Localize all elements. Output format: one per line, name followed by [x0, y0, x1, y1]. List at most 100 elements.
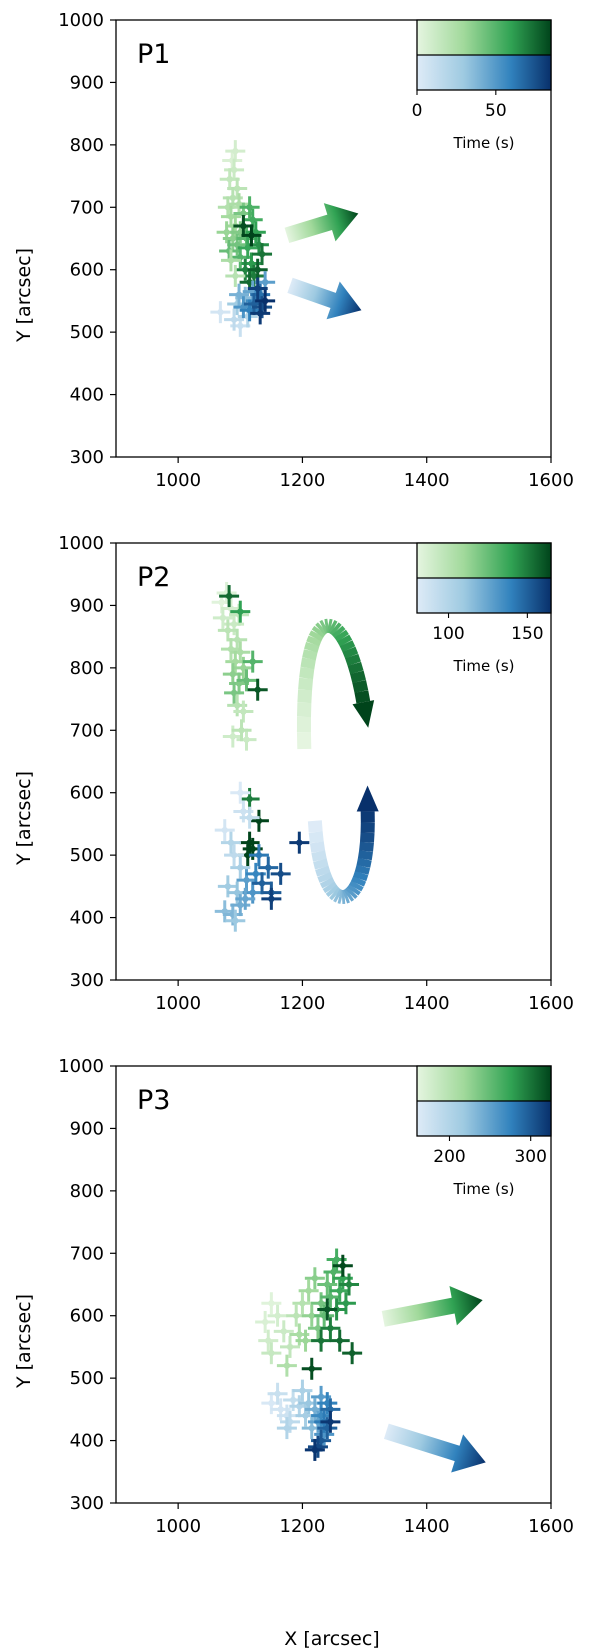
y-tick-label: 700: [70, 1243, 104, 1264]
green-arc-segment: [308, 630, 324, 642]
green-arc-segment: [319, 619, 329, 634]
green-data-point: [229, 193, 250, 216]
y-tick-label: 400: [70, 908, 104, 929]
colorbar: 100 150 Time (s): [416, 542, 552, 675]
blue-data-point: [224, 308, 245, 331]
panel-p1: 1000 1200 1400 1600300400500600700800900100…: [13, 10, 574, 491]
blue-data-point: [261, 887, 282, 910]
x-tick-label: 1200: [280, 1516, 326, 1537]
y-tick-label: 1000: [58, 533, 104, 554]
green-data-point: [217, 619, 238, 642]
blue-data-point: [243, 293, 264, 316]
green-data-point: [267, 1304, 288, 1327]
green-data-point: [212, 606, 233, 629]
x-axis-label: X [arcsec]: [284, 1628, 379, 1650]
y-tick-label: 800: [70, 1181, 104, 1202]
blue-arc-segment: [359, 832, 375, 843]
green-data-point: [247, 678, 268, 701]
green-arc-segment: [302, 649, 318, 661]
blue-arc-segment: [319, 877, 335, 889]
blue-data-point: [289, 831, 310, 854]
blue-arc-segment: [351, 876, 367, 887]
panel-p2: 1000 1200 1400 1600 300 400 500 600 700 800 900 100…: [13, 533, 574, 1014]
green-data-point: [280, 1335, 300, 1358]
y-axis-label: Y [arcsec]: [13, 248, 35, 343]
green-arc-segment: [311, 625, 326, 638]
colorbar-green: [417, 1066, 551, 1101]
x-tick-label: 1400: [404, 1516, 450, 1537]
green-data-point: [255, 1310, 276, 1333]
green-data-point: [339, 1273, 360, 1296]
green-arc-segment: [329, 622, 342, 636]
x-tick-label: 1400: [404, 993, 450, 1014]
blue-data-point: [258, 856, 279, 879]
x-tick-label: 1400: [404, 470, 450, 491]
green-arc-segment: [347, 661, 364, 675]
green-data-point: [276, 1354, 297, 1377]
green-arc-segment: [342, 646, 359, 659]
green-data-point: [241, 224, 262, 247]
colorbar-label: Time (s): [453, 134, 515, 152]
colorbar-tick-label: 300: [514, 1147, 546, 1167]
colorbar-frame: [416, 542, 552, 614]
blue-arc-segment: [342, 889, 350, 904]
green-direction-arrow: [381, 1286, 483, 1327]
blue-data-point: [304, 1438, 325, 1461]
blue-arc-segment: [313, 858, 329, 870]
y-axis-label: Y [arcsec]: [13, 771, 35, 866]
blue-arc-segment: [307, 820, 323, 833]
blue-arc-segment: [354, 864, 371, 875]
green-data-point: [261, 1292, 282, 1315]
green-data-point: [242, 650, 263, 673]
y-axis-label: Y [arcsec]: [13, 1294, 35, 1389]
green-arc-segment: [345, 653, 361, 667]
blue-data-point: [276, 1417, 297, 1440]
blue-data-point: [239, 806, 260, 829]
green-data-point: [247, 258, 268, 281]
axes-frame: [115, 542, 552, 981]
y-tick-label: 400: [70, 1431, 104, 1452]
blue-arc-segment: [357, 850, 373, 861]
green-data-point: [320, 1317, 341, 1340]
panel-p3: 1000 1200 1400 1600 300 400 500 600 700 800 900 100…: [13, 1056, 574, 1537]
colorbar-frame: [416, 19, 552, 91]
blue-arc-segment: [343, 888, 355, 902]
green-data-point: [273, 1320, 294, 1343]
y-tick-label: 300: [70, 447, 104, 468]
blue-data-point: [252, 872, 273, 895]
green-arc-segment: [298, 677, 314, 691]
panel-label: P1: [137, 39, 170, 70]
x-tick-label: 1000: [155, 470, 201, 491]
green-data-point: [237, 236, 258, 259]
green-arc-segment: [304, 641, 320, 653]
blue-data-point: [270, 862, 291, 885]
green-arc-segment: [339, 640, 356, 653]
green-arc-segment: [352, 680, 369, 693]
blue-data-point: [225, 909, 246, 932]
green-arc-segment: [300, 657, 316, 670]
panel-label: P2: [137, 562, 170, 593]
green-arc-segment: [315, 622, 328, 636]
axes-frame: [115, 1065, 552, 1504]
green-data-point: [220, 205, 241, 228]
blue-arc-segment: [353, 870, 369, 882]
blue-arc-segment: [347, 883, 361, 896]
colorbar-tick-label: 150: [511, 624, 543, 644]
blue-arc-segment: [308, 831, 324, 844]
green-data-point: [225, 264, 246, 287]
colorbar-blue: [417, 578, 551, 613]
x-tick-label: 1000: [155, 1516, 201, 1537]
colorbar-tick-label: 200: [433, 1147, 465, 1167]
blue-direction-arrow: [287, 277, 362, 320]
green-data-point: [304, 1267, 325, 1290]
green-data-point: [258, 1329, 279, 1352]
y-tick-label: 1000: [58, 1056, 104, 1077]
blue-data-point: [292, 1379, 313, 1402]
x-tick-label: 1600: [528, 470, 574, 491]
green-data-point: [317, 1273, 338, 1296]
green-data-point: [236, 728, 257, 751]
y-tick-label: 500: [70, 1368, 104, 1389]
y-tick-label: 700: [70, 720, 104, 741]
blue-data-point: [210, 301, 231, 324]
